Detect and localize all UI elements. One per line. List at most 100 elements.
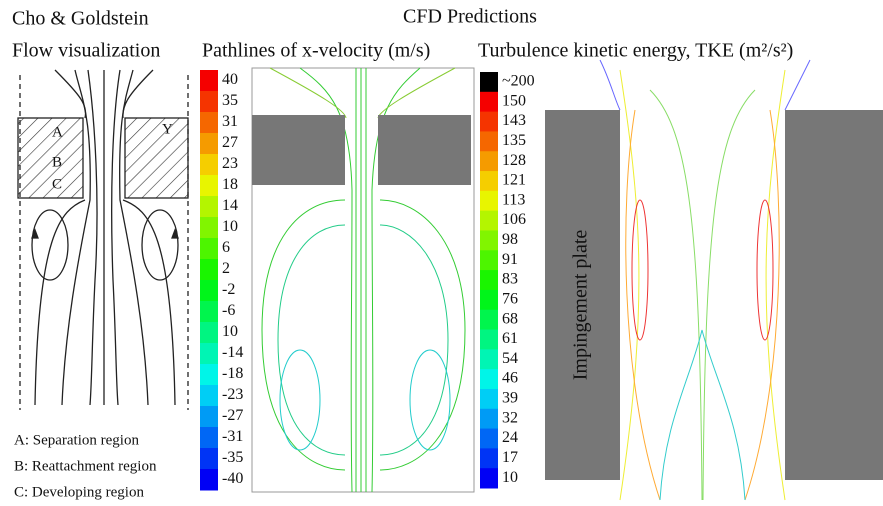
scale-swatch bbox=[200, 343, 218, 365]
scale-swatch bbox=[200, 385, 218, 407]
scale-label: 76 bbox=[502, 290, 518, 307]
block-label: C bbox=[52, 176, 62, 192]
scale-swatch bbox=[480, 270, 498, 291]
scale-swatch bbox=[200, 259, 218, 281]
scale-label: 24 bbox=[502, 429, 518, 446]
scale-swatch bbox=[200, 217, 218, 239]
scale-label: 91 bbox=[502, 251, 518, 268]
scale-swatch bbox=[480, 91, 498, 113]
scale-swatch bbox=[200, 469, 218, 491]
scale-label: -18 bbox=[222, 365, 243, 382]
scale-swatch bbox=[480, 230, 498, 251]
plate-label: Impingement plate bbox=[570, 230, 592, 381]
scale-swatch bbox=[480, 448, 498, 469]
scale-label: -35 bbox=[222, 449, 243, 466]
scale-label: -27 bbox=[222, 407, 243, 424]
scale-swatch bbox=[200, 427, 218, 449]
scale-swatch bbox=[480, 190, 498, 212]
scale-label: 40 bbox=[222, 71, 238, 88]
scale-swatch bbox=[200, 406, 218, 428]
scale-swatch bbox=[200, 301, 218, 323]
scale-label: 61 bbox=[502, 330, 518, 347]
scale-label: 35 bbox=[222, 92, 238, 109]
scale-label: 31 bbox=[222, 113, 238, 130]
scale-label: 121 bbox=[502, 172, 526, 189]
cfd-title: CFD Predictions bbox=[403, 6, 537, 28]
scale-swatch bbox=[200, 175, 218, 197]
scale-swatch bbox=[480, 111, 498, 132]
scale-label: 143 bbox=[502, 112, 526, 129]
scale-swatch bbox=[480, 210, 498, 231]
scale-label: 128 bbox=[502, 152, 526, 169]
scale-swatch bbox=[200, 91, 218, 113]
scale-label: 18 bbox=[222, 176, 238, 193]
block-label: Y bbox=[162, 121, 173, 137]
velocity-title: Pathlines of x-velocity (m/s) bbox=[202, 40, 430, 62]
scale-label: 150 bbox=[502, 92, 526, 109]
scale-swatch bbox=[480, 428, 498, 449]
scale-swatch bbox=[480, 151, 498, 172]
scale-label: 14 bbox=[222, 197, 238, 214]
scale-swatch bbox=[480, 349, 498, 370]
scale-label: 113 bbox=[502, 191, 525, 208]
scale-label: 17 bbox=[502, 449, 518, 466]
scale-label: 83 bbox=[502, 271, 518, 288]
scale-label: 10 bbox=[502, 469, 518, 486]
scale-label: ~200 bbox=[502, 73, 535, 90]
scale-label: 2 bbox=[222, 260, 230, 277]
scale-swatch bbox=[480, 72, 498, 93]
scale-swatch bbox=[480, 468, 498, 489]
block-label: B bbox=[52, 154, 62, 170]
scale-label: 54 bbox=[502, 350, 518, 367]
scale-label: 68 bbox=[502, 310, 518, 327]
scale-swatch bbox=[480, 408, 498, 430]
scale-swatch bbox=[200, 133, 218, 155]
legend-item: C: Developing region bbox=[14, 484, 144, 500]
scale-swatch bbox=[200, 238, 218, 260]
scale-label: -14 bbox=[222, 344, 243, 361]
scale-label: 10 bbox=[222, 323, 238, 340]
scale-swatch bbox=[480, 250, 498, 271]
scale-label: 106 bbox=[502, 211, 526, 228]
flow-sketch bbox=[17, 69, 189, 410]
scale-label: -2 bbox=[222, 281, 235, 298]
scale-swatch bbox=[480, 171, 498, 192]
left-subtitle: Flow visualization bbox=[12, 40, 160, 62]
scale-swatch bbox=[480, 329, 498, 350]
scale-swatch bbox=[480, 388, 498, 410]
scale-swatch bbox=[480, 289, 498, 311]
scale-swatch bbox=[200, 448, 218, 470]
scale-label: 23 bbox=[222, 155, 238, 172]
scale-label: 135 bbox=[502, 132, 526, 149]
scale-swatch bbox=[200, 70, 218, 92]
scale-label: -6 bbox=[222, 302, 235, 319]
scale-swatch bbox=[200, 322, 218, 344]
velocity-plot bbox=[251, 67, 475, 493]
legend-item: A: Separation region bbox=[14, 432, 139, 448]
color-scales: 403531272318141062-2-610-14-18-23-27-31-… bbox=[200, 70, 535, 491]
scale-label: 39 bbox=[502, 390, 518, 407]
scale-label: 46 bbox=[502, 370, 518, 387]
scale-swatch bbox=[480, 131, 498, 152]
scale-label: 6 bbox=[222, 239, 230, 256]
left-title: Cho & Goldstein bbox=[12, 8, 149, 30]
scale-swatch bbox=[200, 364, 218, 386]
block-label: A bbox=[52, 124, 63, 140]
scale-swatch bbox=[200, 112, 218, 134]
legend-item: B: Reattachment region bbox=[14, 458, 157, 474]
scale-label: 27 bbox=[222, 134, 238, 151]
scale-label: -23 bbox=[222, 386, 243, 403]
scale-swatch bbox=[480, 309, 498, 331]
scale-swatch bbox=[480, 369, 498, 390]
scale-label: -31 bbox=[222, 428, 243, 445]
scale-swatch bbox=[200, 154, 218, 176]
scale-swatch bbox=[200, 196, 218, 218]
tke-title: Turbulence kinetic energy, TKE (m²/s²) bbox=[478, 40, 793, 62]
tke-plot: Impingement plate bbox=[545, 59, 883, 501]
scale-label: 98 bbox=[502, 231, 518, 248]
scale-label: 10 bbox=[222, 218, 238, 235]
scale-label: 32 bbox=[502, 409, 518, 426]
scale-swatch bbox=[200, 280, 218, 302]
scale-label: -40 bbox=[222, 470, 243, 487]
